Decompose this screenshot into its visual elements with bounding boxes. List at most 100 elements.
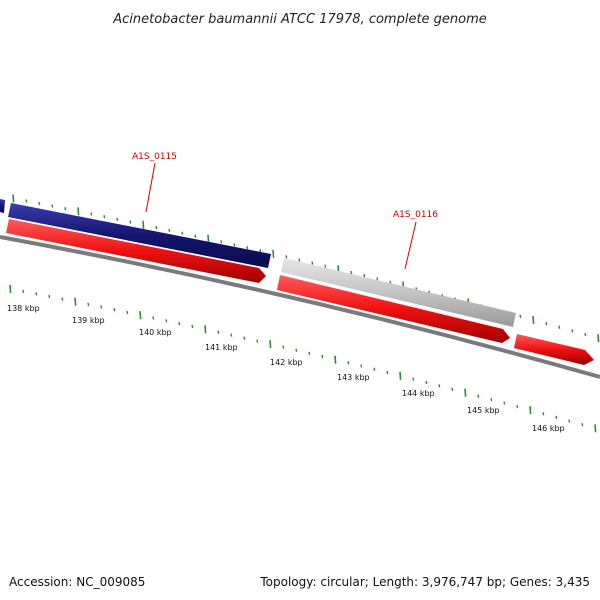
outer-tick: [259, 249, 262, 253]
scale-label: 138 kbp: [7, 304, 40, 313]
inner-tick: [61, 297, 64, 301]
outer-tick: [220, 240, 223, 244]
outer-tick: [584, 332, 587, 337]
scale-label: 139 kbp: [72, 316, 105, 325]
inner-tick: [464, 388, 467, 397]
inner-tick: [269, 340, 272, 349]
outer-tick: [298, 258, 301, 262]
inner-tick: [451, 387, 454, 391]
outer-tick: [194, 234, 197, 238]
outer-tick: [12, 194, 15, 203]
inner-tick: [74, 297, 77, 306]
gene-block-a1s-0116[interactable]: [281, 258, 516, 327]
scale-label: 143 kbp: [337, 373, 370, 382]
outer-tick: [324, 264, 327, 268]
outer-tick: [558, 325, 561, 329]
outer-tick: [25, 199, 28, 203]
inner-tick: [230, 333, 233, 337]
inner-tick: [282, 345, 285, 349]
outer-tick: [155, 225, 158, 230]
inner-tick: [594, 424, 597, 433]
inner-tick: [503, 401, 506, 405]
outer-tick: [519, 314, 522, 319]
outer-tick: [272, 249, 275, 258]
inner-tick-row: [9, 284, 597, 433]
scale-label: 142 kbp: [270, 358, 303, 367]
outer-tick: [571, 329, 574, 333]
inner-tick: [100, 305, 103, 309]
outer-tick: [181, 231, 184, 235]
inner-tick: [217, 330, 220, 334]
outer-tick: [233, 243, 236, 247]
inner-tick: [347, 361, 350, 365]
inner-tick: [516, 404, 519, 409]
outer-tick: [103, 214, 106, 219]
outer-tick: [38, 201, 41, 206]
inner-tick: [321, 354, 324, 359]
scale-label: 145 kbp: [467, 406, 500, 415]
leader-line-a1s-0116: [404, 221, 417, 270]
inner-tick: [204, 325, 207, 334]
outer-tick: [597, 334, 600, 343]
inner-tick: [386, 370, 389, 375]
inner-tick: [542, 412, 545, 416]
accession-text: Accession: NC_009085: [9, 575, 145, 589]
inner-tick: [243, 336, 246, 340]
inner-tick: [360, 364, 363, 368]
inner-tick: [178, 321, 181, 326]
genome-backbone: [0, 235, 600, 379]
outer-tick: [246, 246, 249, 250]
inner-tick: [477, 394, 480, 398]
outer-tick: [311, 261, 314, 265]
scale-label-group: 138 kbp 139 kbp 140 kbp 141 kbp 142 kbp …: [7, 304, 565, 433]
inner-tick: [139, 311, 142, 320]
inner-tick: [165, 319, 168, 323]
inner-tick: [581, 423, 584, 427]
inner-tick: [412, 377, 415, 381]
gene-block-partial-left[interactable]: [0, 199, 5, 213]
inner-tick: [256, 339, 259, 343]
scale-label: 141 kbp: [205, 343, 238, 352]
outer-tick: [51, 204, 54, 208]
outer-tick: [116, 217, 119, 221]
inner-tick: [373, 367, 376, 371]
gene-block-a1s-0115[interactable]: [8, 203, 271, 268]
genome-summary-text: Topology: circular; Length: 3,976,747 bp…: [259, 575, 590, 589]
inner-tick: [529, 406, 532, 415]
gene-label-a1s-0115[interactable]: A1S_0115: [132, 152, 177, 162]
inner-tick: [152, 316, 155, 320]
outer-tick: [142, 220, 145, 229]
gene-label-a1s-0116[interactable]: A1S_0116: [393, 210, 438, 220]
outer-tick: [545, 321, 548, 326]
outer-tick: [90, 212, 93, 216]
outer-tick: [129, 220, 132, 224]
cds-arrow-2[interactable]: [277, 275, 510, 343]
cds-arrow-1[interactable]: [6, 219, 266, 283]
outer-tick: [207, 234, 210, 244]
inner-tick: [113, 308, 116, 312]
scale-label: 140 kbp: [139, 328, 172, 337]
inner-tick: [9, 284, 12, 293]
inner-tick: [555, 415, 558, 420]
inner-tick: [490, 397, 493, 402]
leader-line-a1s-0115: [145, 162, 156, 213]
inner-tick: [438, 384, 441, 388]
outer-tick: [363, 274, 366, 278]
inner-tick: [48, 294, 51, 299]
inner-tick: [568, 419, 571, 423]
outer-tick: [376, 277, 379, 281]
inner-tick: [295, 348, 298, 352]
cds-arrow-3[interactable]: [514, 334, 594, 365]
scale-label: 144 kbp: [402, 389, 435, 398]
inner-tick: [334, 355, 337, 364]
outer-tick: [64, 207, 67, 211]
inner-tick: [425, 380, 428, 385]
inner-tick: [191, 324, 194, 329]
outer-tick: [77, 207, 80, 216]
inner-tick: [126, 310, 129, 315]
inner-tick: [399, 371, 402, 380]
inner-tick: [87, 302, 90, 306]
outer-tick: [285, 255, 288, 259]
scale-label: 146 kbp: [532, 424, 565, 433]
